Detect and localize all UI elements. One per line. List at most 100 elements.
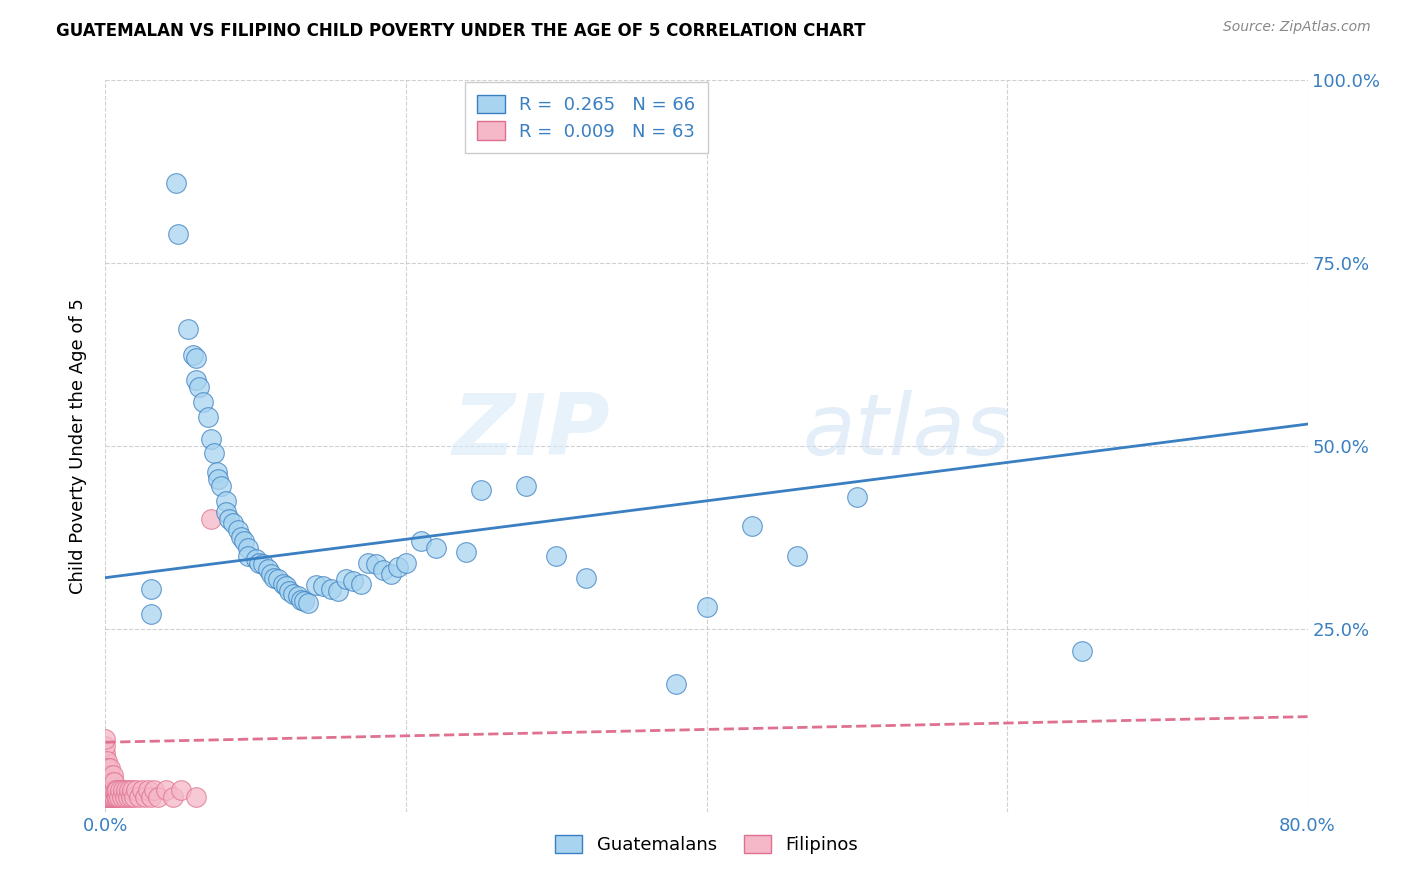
Point [229,530,252,544]
Point [122,790,145,805]
Point [136,782,159,797]
Point [197,409,219,424]
Point [350,576,373,591]
Point [131,782,153,797]
Point [94,790,117,805]
Point [103,790,125,805]
Point [263,571,285,585]
Point [287,589,309,603]
Point [96,754,118,768]
Point [232,534,254,549]
Point [103,782,125,797]
Point [200,432,222,446]
Point [335,572,357,586]
Point [96,761,118,775]
Point [165,176,187,190]
Point [94,754,117,768]
Point [96,782,118,797]
Point [209,479,232,493]
Point [139,607,162,622]
Point [97,768,120,782]
Point [101,790,124,805]
Point [252,558,274,572]
Point [97,782,120,797]
Point [104,790,127,805]
Point [98,790,121,805]
Point [139,790,162,805]
Point [124,782,146,797]
Text: ZIP: ZIP [453,390,610,473]
Point [665,676,688,690]
Text: GUATEMALAN VS FILIPINO CHILD POVERTY UNDER THE AGE OF 5 CORRELATION CHART: GUATEMALAN VS FILIPINO CHILD POVERTY UND… [56,22,866,40]
Point [470,483,492,497]
Point [184,790,207,805]
Legend: Guatemalans, Filipinos: Guatemalans, Filipinos [540,821,873,869]
Point [247,556,270,570]
Point [328,583,350,598]
Point [101,768,124,782]
Point [845,490,868,504]
Point [100,775,122,789]
Point [107,782,129,797]
Point [218,512,240,526]
Point [96,775,118,789]
Point [191,395,214,409]
Point [245,552,267,566]
Point [409,534,432,549]
Point [104,782,127,797]
Point [267,572,290,586]
Point [114,790,136,805]
Point [226,523,249,537]
Point [155,782,177,797]
Point [101,782,124,797]
Point [97,790,120,805]
Point [200,512,222,526]
Point [297,596,319,610]
Point [395,556,418,570]
Point [134,790,156,805]
Point [305,578,328,592]
Point [425,541,447,556]
Point [222,516,245,530]
Point [118,782,141,797]
Point [107,790,129,805]
Point [98,768,121,782]
Point [96,790,118,805]
Point [205,465,228,479]
Point [260,567,283,582]
Point [271,576,294,591]
Point [342,574,364,589]
Point [121,782,143,797]
Point [184,351,207,366]
Point [312,579,335,593]
Point [181,348,204,362]
Text: atlas: atlas [803,390,1011,473]
Point [166,227,188,241]
Text: Source: ZipAtlas.com: Source: ZipAtlas.com [1223,20,1371,34]
Point [94,775,117,789]
Point [94,739,117,753]
Point [103,775,125,789]
Point [1071,644,1094,658]
Point [184,373,207,387]
Point [238,541,260,556]
Point [146,790,169,805]
Point [100,782,122,797]
Point [277,583,299,598]
Point [162,790,184,805]
Point [454,545,477,559]
Point [214,494,236,508]
Point [207,472,229,486]
Point [177,322,200,336]
Point [214,505,236,519]
Point [741,519,763,533]
Point [364,558,387,572]
Point [115,782,138,797]
Point [110,782,132,797]
Point [101,775,124,789]
Point [290,592,312,607]
Point [373,563,395,577]
Point [696,599,718,614]
Point [387,559,409,574]
Y-axis label: Child Poverty Under the Age of 5: Child Poverty Under the Age of 5 [69,298,87,594]
